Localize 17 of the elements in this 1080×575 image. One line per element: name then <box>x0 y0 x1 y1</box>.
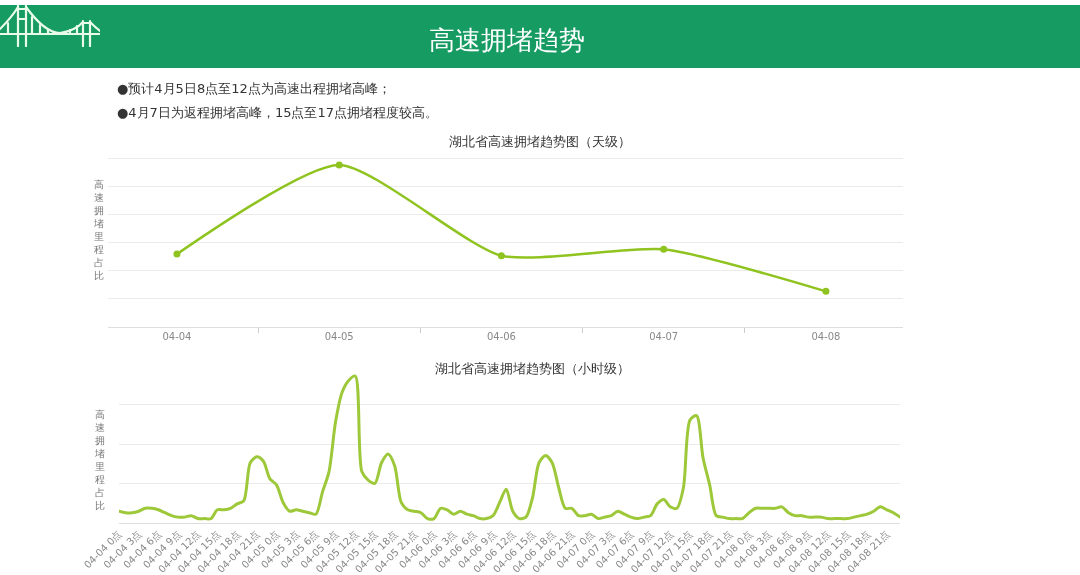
point <box>497 252 505 260</box>
point <box>660 245 668 253</box>
y-axis-title: 高速拥堵里程占比 <box>93 179 104 281</box>
x-tick-label: 04-07 <box>649 331 679 342</box>
x-tick-label: 04-08 <box>811 331 841 342</box>
point <box>822 287 830 295</box>
point <box>335 161 343 169</box>
text: 高速拥堵趋势 <box>429 24 585 55</box>
point <box>173 250 181 258</box>
x-tick-label: 04-04 <box>162 331 192 342</box>
y-axis-title: 高速拥堵里程占比 <box>94 409 105 511</box>
x-tick-label: 04-05 <box>324 331 354 342</box>
chart-title: 湖北省高速拥堵趋势图（天级） <box>449 133 631 149</box>
text: ●预计4月5日8点至12点为高速出程拥堵高峰； <box>117 81 391 97</box>
text: ●4月7日为返程拥堵高峰，15点至17点拥堵程度较高。 <box>117 105 438 121</box>
x-tick-label: 04-06 <box>486 331 516 342</box>
chart-title: 湖北省高速拥堵趋势图（小时级） <box>434 360 630 376</box>
